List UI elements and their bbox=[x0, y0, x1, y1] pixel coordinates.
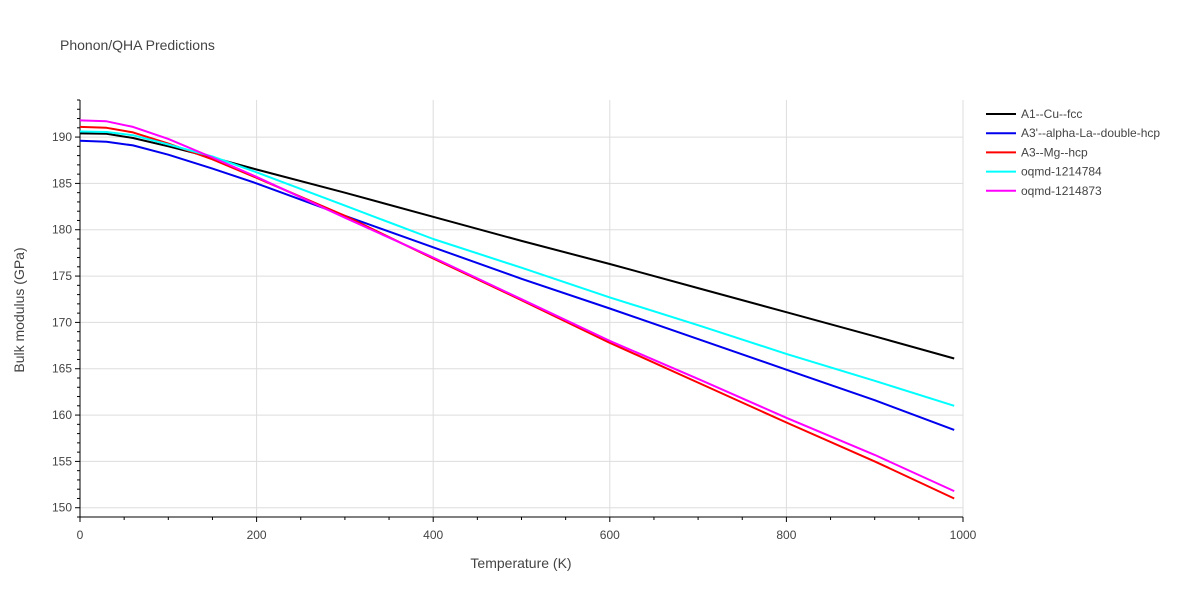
y-tick-label: 180 bbox=[52, 223, 72, 237]
y-axis-label: Bulk modulus (GPa) bbox=[11, 247, 27, 372]
x-axis-label: Temperature (K) bbox=[470, 555, 571, 571]
legend-label: A3'--alpha-La--double-hcp bbox=[1021, 126, 1160, 140]
y-tick-label: 185 bbox=[52, 176, 72, 190]
legend-label: A1--Cu--fcc bbox=[1021, 107, 1082, 121]
legend-item[interactable]: oqmd-1214873 bbox=[986, 184, 1102, 198]
series-lines bbox=[79, 119, 955, 500]
legend-item[interactable]: A3'--alpha-La--double-hcp bbox=[986, 126, 1160, 140]
x-tick-label: 400 bbox=[423, 528, 443, 542]
x-tick-label: 1000 bbox=[950, 528, 977, 542]
legend[interactable]: A1--Cu--fcc A3'--alpha-La--double-hcp A3--… bbox=[986, 107, 1160, 198]
series-line-3 bbox=[79, 125, 955, 500]
legend-label: A3--Mg--hcp bbox=[1021, 145, 1088, 159]
legend-item[interactable]: A1--Cu--fcc bbox=[986, 107, 1082, 121]
chart-title: Phonon/QHA Predictions bbox=[60, 37, 215, 53]
series-line-2 bbox=[79, 139, 955, 431]
y-tick-label: 150 bbox=[52, 501, 72, 515]
grid bbox=[80, 100, 964, 517]
series-line-5 bbox=[79, 119, 955, 493]
x-tick-label: 600 bbox=[600, 528, 620, 542]
y-tick-label: 160 bbox=[52, 408, 72, 422]
x-tick-label: 0 bbox=[77, 528, 84, 542]
series-line-4 bbox=[79, 130, 955, 407]
axes: 0 200 400 600 800 1000 150 155 160 165 170 175 180 18… bbox=[52, 99, 977, 542]
series-line-1 bbox=[79, 132, 955, 360]
legend-label: oqmd-1214784 bbox=[1021, 165, 1102, 179]
y-tick-label: 155 bbox=[52, 454, 72, 468]
x-tick-label: 200 bbox=[247, 528, 267, 542]
y-tick-label: 170 bbox=[52, 315, 72, 329]
y-tick-label: 175 bbox=[52, 269, 72, 283]
y-tick-label: 190 bbox=[52, 130, 72, 144]
legend-item[interactable]: A3--Mg--hcp bbox=[986, 145, 1088, 159]
legend-item[interactable]: oqmd-1214784 bbox=[986, 165, 1102, 179]
legend-label: oqmd-1214873 bbox=[1021, 184, 1102, 198]
y-tick-label: 165 bbox=[52, 362, 72, 376]
x-tick-label: 800 bbox=[776, 528, 796, 542]
